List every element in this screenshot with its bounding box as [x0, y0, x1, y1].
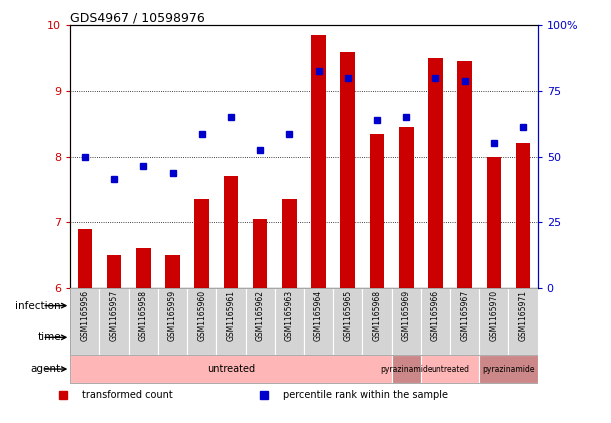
Text: 63 days post infection: 63 days post infection: [425, 332, 533, 342]
Bar: [194, 199, 209, 288]
Text: GSM1165958: GSM1165958: [139, 290, 148, 341]
Text: GSM1165971: GSM1165971: [519, 290, 527, 341]
Text: GSM1165959: GSM1165959: [168, 290, 177, 341]
Bar: [70, 291, 187, 320]
Bar: [516, 143, 530, 288]
Bar: [421, 355, 479, 383]
Bar: [458, 61, 472, 288]
Bar: [370, 134, 384, 288]
Text: percentile rank within the sample: percentile rank within the sample: [284, 390, 448, 400]
Bar: [421, 323, 538, 352]
Bar: [479, 288, 508, 355]
Text: GSM1165964: GSM1165964: [314, 290, 323, 341]
Text: agent: agent: [31, 364, 61, 374]
Text: GSM1165957: GSM1165957: [109, 290, 119, 341]
Bar: [253, 219, 268, 288]
Bar: [158, 288, 187, 355]
Text: GSM1165969: GSM1165969: [401, 290, 411, 341]
Bar: [136, 248, 150, 288]
Bar: [340, 52, 355, 288]
Bar: [311, 35, 326, 288]
Bar: [100, 288, 129, 355]
Text: GSM1165968: GSM1165968: [373, 290, 381, 341]
Bar: [421, 288, 450, 355]
Text: untreated: untreated: [431, 365, 469, 374]
Text: GSM1165966: GSM1165966: [431, 290, 440, 341]
Bar: [78, 228, 92, 288]
Bar: [392, 288, 421, 355]
Bar: [392, 355, 421, 383]
Bar: [107, 255, 122, 288]
Text: GSM1165967: GSM1165967: [460, 290, 469, 341]
Text: GSM1165956: GSM1165956: [81, 290, 89, 341]
Bar: [275, 288, 304, 355]
Text: GSM1165962: GSM1165962: [255, 290, 265, 341]
Bar: [399, 127, 414, 288]
Text: uninfected: uninfected: [103, 301, 155, 310]
Text: Mtb: Mtb: [353, 301, 371, 310]
Text: pyrazinamide: pyrazinamide: [380, 365, 433, 374]
Bar: [70, 355, 392, 383]
Text: GSM1165965: GSM1165965: [343, 290, 353, 341]
Bar: [479, 355, 538, 383]
Bar: [508, 288, 538, 355]
Bar: [216, 288, 246, 355]
Text: GSM1165960: GSM1165960: [197, 290, 207, 341]
Bar: [187, 288, 216, 355]
Bar: [70, 323, 187, 352]
Bar: [450, 288, 479, 355]
Bar: [224, 176, 238, 288]
Text: infection: infection: [15, 301, 61, 310]
Bar: [129, 288, 158, 355]
Text: transformed count: transformed count: [82, 390, 173, 400]
Text: 42 days post infection: 42 days post infection: [250, 332, 358, 342]
Text: GSM1165963: GSM1165963: [285, 290, 294, 341]
Text: GSM1165961: GSM1165961: [227, 290, 235, 341]
Bar: [428, 58, 443, 288]
Bar: [70, 288, 100, 355]
Bar: [362, 288, 392, 355]
Bar: [246, 288, 275, 355]
Text: GDS4967 / 10598976: GDS4967 / 10598976: [70, 11, 205, 24]
Bar: [486, 157, 501, 288]
Text: time: time: [37, 332, 61, 342]
Text: control: control: [112, 332, 145, 342]
Text: GSM1165970: GSM1165970: [489, 290, 499, 341]
Bar: [333, 288, 362, 355]
Text: untreated: untreated: [207, 364, 255, 374]
Bar: [282, 199, 297, 288]
Bar: [187, 323, 421, 352]
Bar: [165, 255, 180, 288]
Bar: [187, 291, 538, 320]
Text: pyrazinamide: pyrazinamide: [482, 365, 535, 374]
Bar: [304, 288, 333, 355]
